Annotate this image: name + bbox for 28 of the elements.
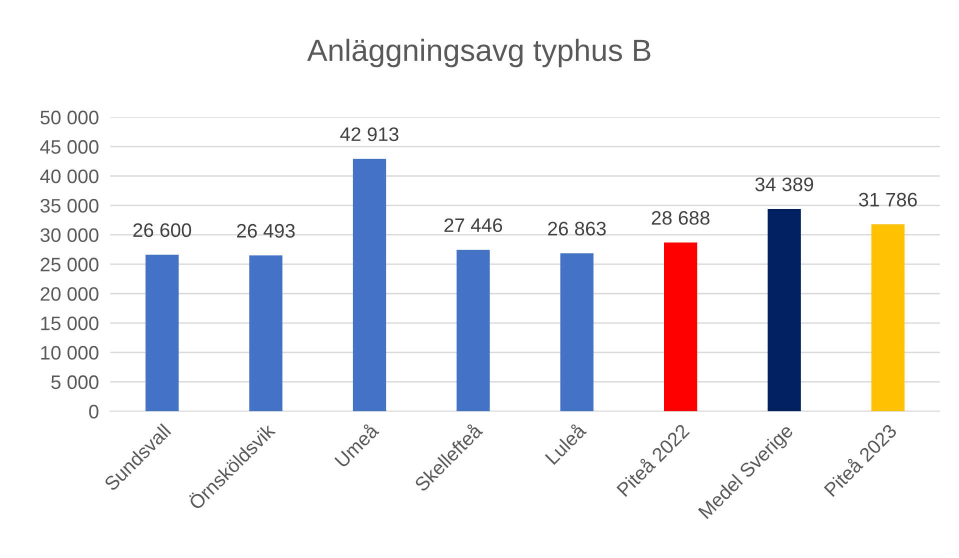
- y-tick-label: 10 000: [41, 346, 98, 360]
- data-label: 27 446: [444, 218, 502, 232]
- y-tick-label: 30 000: [40, 228, 98, 242]
- bar: [456, 250, 490, 412]
- data-label: 28 688: [652, 211, 710, 225]
- data-label: 26 493: [237, 224, 295, 238]
- bar: [664, 242, 698, 412]
- y-tick-label: 15 000: [41, 316, 98, 330]
- y-tick-label: 40 000: [40, 169, 98, 184]
- bar: [146, 254, 179, 412]
- data-label: 26 863: [548, 222, 606, 236]
- y-tick-label: 5 000: [51, 375, 98, 390]
- bar: [560, 253, 594, 412]
- data-label: 31 786: [858, 192, 917, 207]
- y-tick-label: 45 000: [40, 140, 98, 154]
- y-tick-label: 20 000: [40, 287, 98, 301]
- data-label: 26 600: [133, 223, 192, 238]
- bar: [249, 255, 282, 412]
- y-tick-label: 35 000: [40, 198, 98, 213]
- y-tick-label: 50 000: [40, 110, 98, 124]
- bar: [352, 158, 386, 412]
- data-label: 42 913: [340, 127, 398, 142]
- y-tick-label: 0: [89, 404, 98, 418]
- y-tick-label: 25 000: [40, 258, 98, 272]
- bar: [871, 224, 905, 412]
- data-label: 34 389: [755, 177, 814, 192]
- bar: [768, 208, 801, 412]
- chart-title: Anläggningsavg typhus B: [307, 38, 650, 68]
